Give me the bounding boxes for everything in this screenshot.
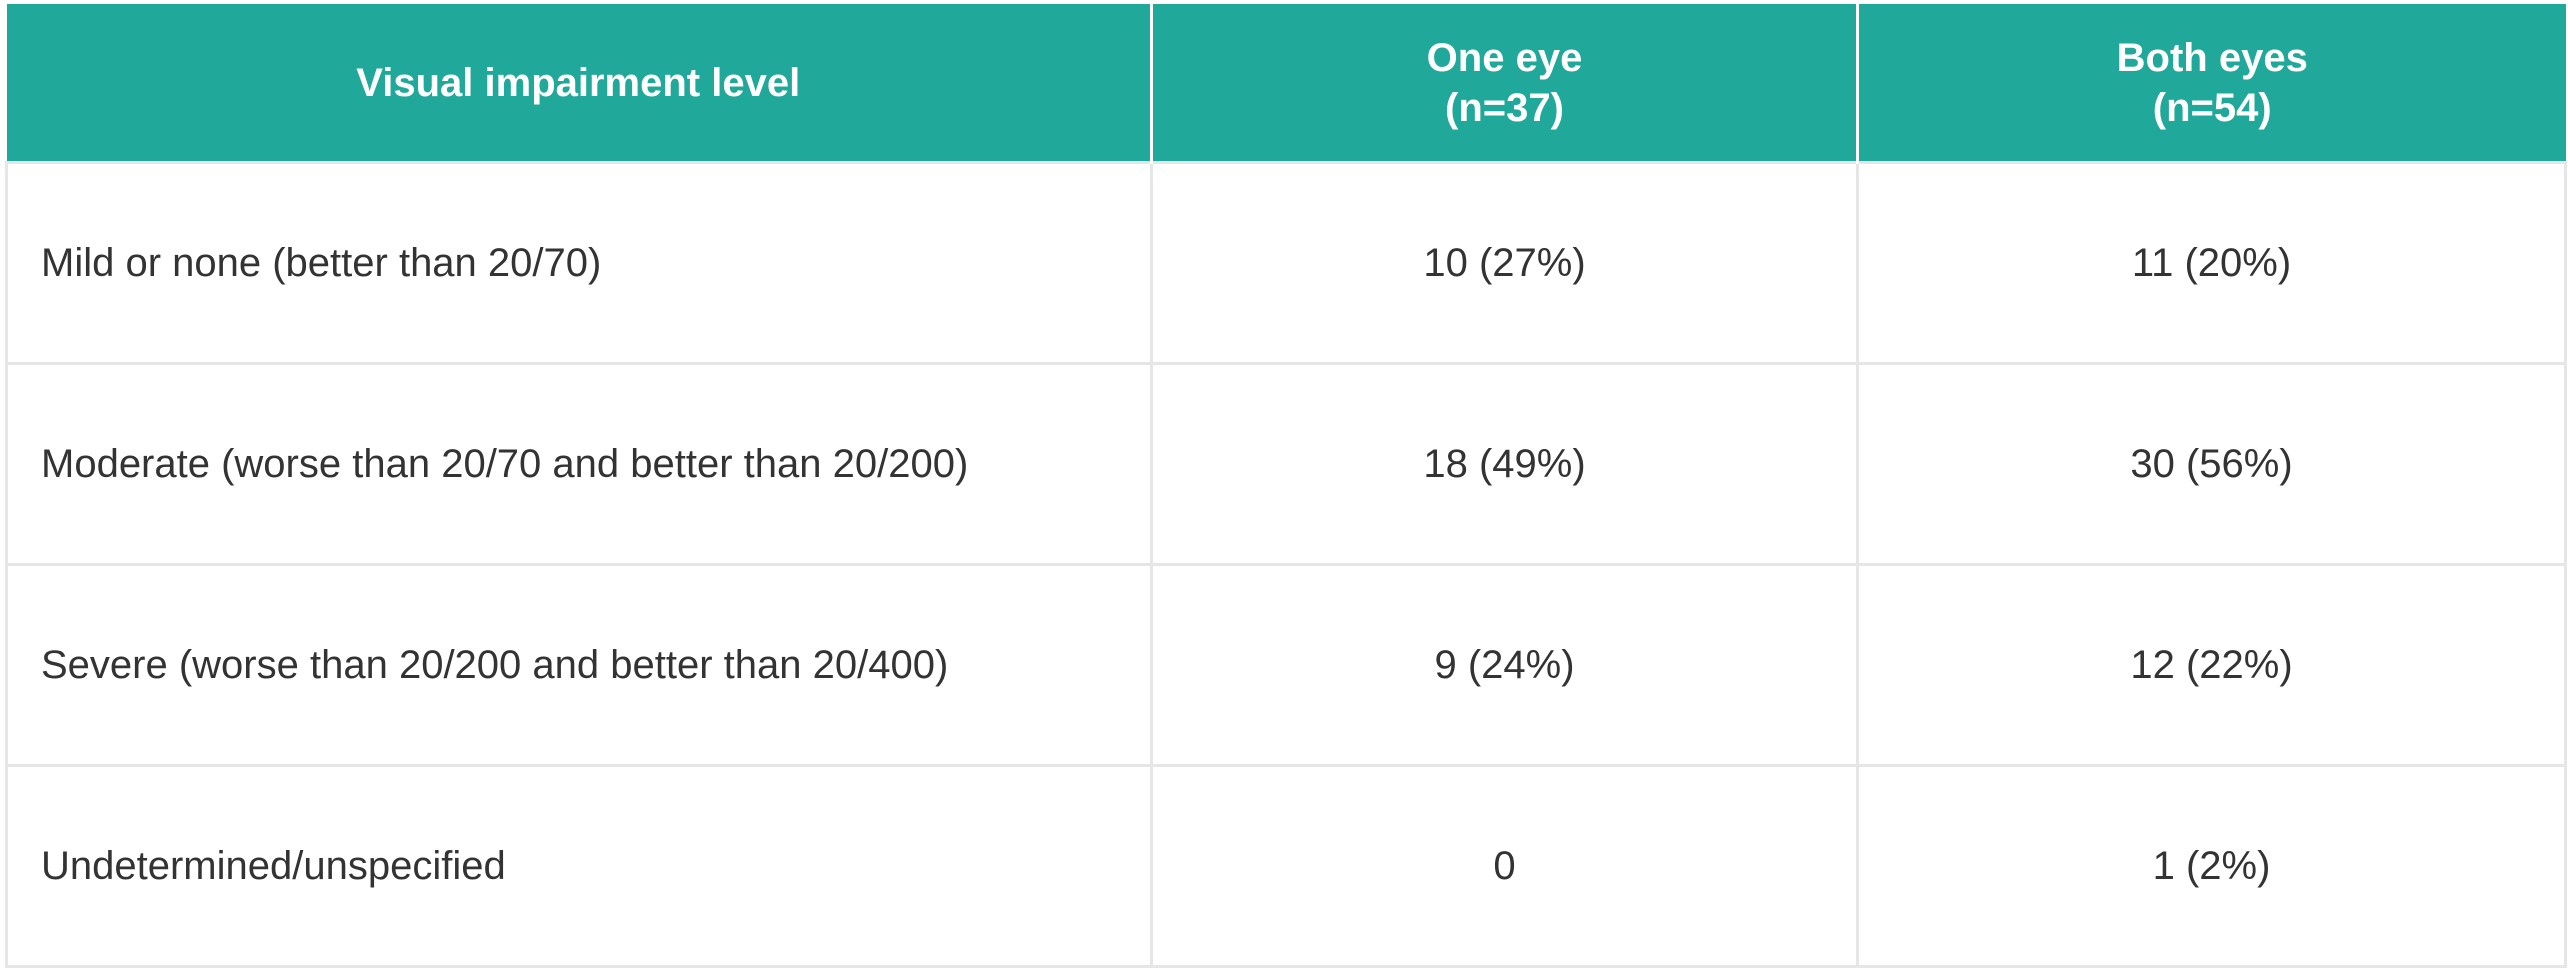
impairment-level-cell: Mild or none (better than 20/70) bbox=[5, 161, 1153, 365]
header-count: (n=54) bbox=[2152, 85, 2272, 130]
header-label: One eye bbox=[1426, 35, 1583, 80]
header-one-eye: One eye (n=37) bbox=[1150, 4, 1858, 163]
both-eyes-cell: 11 (20%) bbox=[1856, 161, 2567, 365]
one-eye-cell: 18 (49%) bbox=[1150, 362, 1859, 566]
header-both-eyes: Both eyes (n=54) bbox=[1856, 4, 2566, 163]
both-eyes-cell: 1 (2%) bbox=[1856, 764, 2567, 968]
header-row: Visual impairment level One eye (n=37) B… bbox=[6, 4, 2566, 163]
impairment-level-cell: Undetermined/unspecified bbox=[5, 764, 1153, 968]
impairment-level-cell: Severe (worse than 20/200 and better tha… bbox=[5, 563, 1153, 767]
one-eye-cell: 9 (24%) bbox=[1150, 563, 1859, 767]
table-row: Undetermined/unspecified 0 1 (2%) bbox=[5, 764, 2567, 968]
table-header: Visual impairment level One eye (n=37) B… bbox=[6, 4, 2566, 163]
visual-impairment-table: Visual impairment level One eye (n=37) B… bbox=[5, 4, 2567, 968]
impairment-table-container: Visual impairment level One eye (n=37) B… bbox=[5, 4, 2567, 968]
header-label: Both eyes bbox=[2116, 35, 2308, 80]
impairment-level-cell: Moderate (worse than 20/70 and better th… bbox=[5, 362, 1153, 566]
both-eyes-cell: 30 (56%) bbox=[1856, 362, 2567, 566]
one-eye-cell: 0 bbox=[1150, 764, 1859, 968]
table-row: Moderate (worse than 20/70 and better th… bbox=[5, 362, 2567, 566]
header-label: Visual impairment level bbox=[356, 60, 801, 105]
table-row: Mild or none (better than 20/70) 10 (27%… bbox=[5, 161, 2567, 365]
header-count: (n=37) bbox=[1445, 85, 1564, 130]
table-row: Severe (worse than 20/200 and better tha… bbox=[5, 563, 2567, 767]
header-visual-impairment-level: Visual impairment level bbox=[6, 4, 1152, 163]
table-body: Mild or none (better than 20/70) 10 (27%… bbox=[5, 161, 2567, 968]
both-eyes-cell: 12 (22%) bbox=[1856, 563, 2567, 767]
one-eye-cell: 10 (27%) bbox=[1150, 161, 1859, 365]
